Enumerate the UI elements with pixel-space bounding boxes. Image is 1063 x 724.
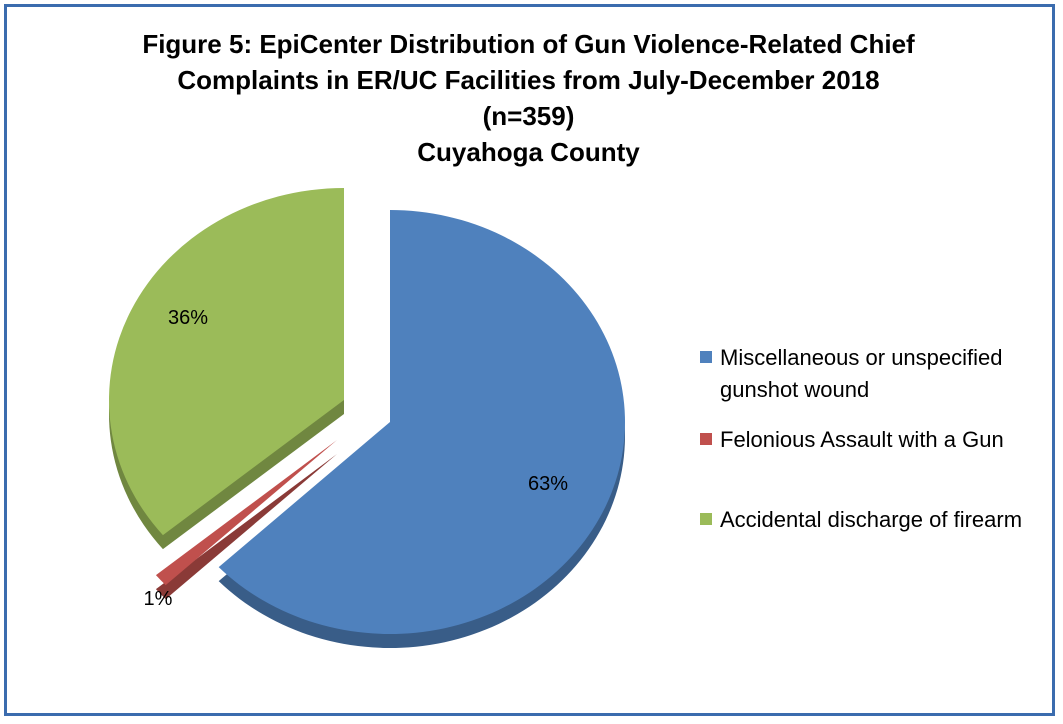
pie-slice-misc: [218, 210, 626, 634]
pie-slice-felonious: [155, 440, 337, 586]
data-label-felonious: 1%: [144, 588, 173, 610]
title-line-4: Cuyahoga County: [417, 137, 640, 167]
legend-label-misc: Miscellaneous or unspecified gunshot wou…: [720, 345, 1003, 402]
legend-label-accidental: Accidental discharge of firearm: [720, 507, 1023, 532]
legend-item-felonious: Felonious Assault with a Gun: [700, 424, 1050, 456]
legend-swatch-misc: [700, 351, 712, 363]
legend-item-misc: Miscellaneous or unspecified gunshot wou…: [700, 342, 1050, 406]
legend-swatch-felonious: [700, 433, 712, 445]
data-label-accidental: 36%: [168, 307, 208, 329]
pie-slice-accidental: [109, 188, 344, 536]
title-line-2: Complaints in ER/UC Facilities from July…: [177, 65, 880, 95]
title-line-3: (n=359): [482, 101, 575, 131]
pie-slice-side-felonious: [155, 454, 337, 600]
legend-item-accidental: Accidental discharge of firearm: [700, 504, 1050, 536]
title-line-1: Figure 5: EpiCenter Distribution of Gun …: [142, 29, 915, 59]
data-label-misc: 63%: [528, 473, 568, 495]
legend-swatch-accidental: [700, 513, 712, 525]
legend-label-felonious: Felonious Assault with a Gun: [720, 427, 1004, 452]
chart-title: Figure 5: EpiCenter Distribution of Gun …: [0, 26, 1057, 170]
